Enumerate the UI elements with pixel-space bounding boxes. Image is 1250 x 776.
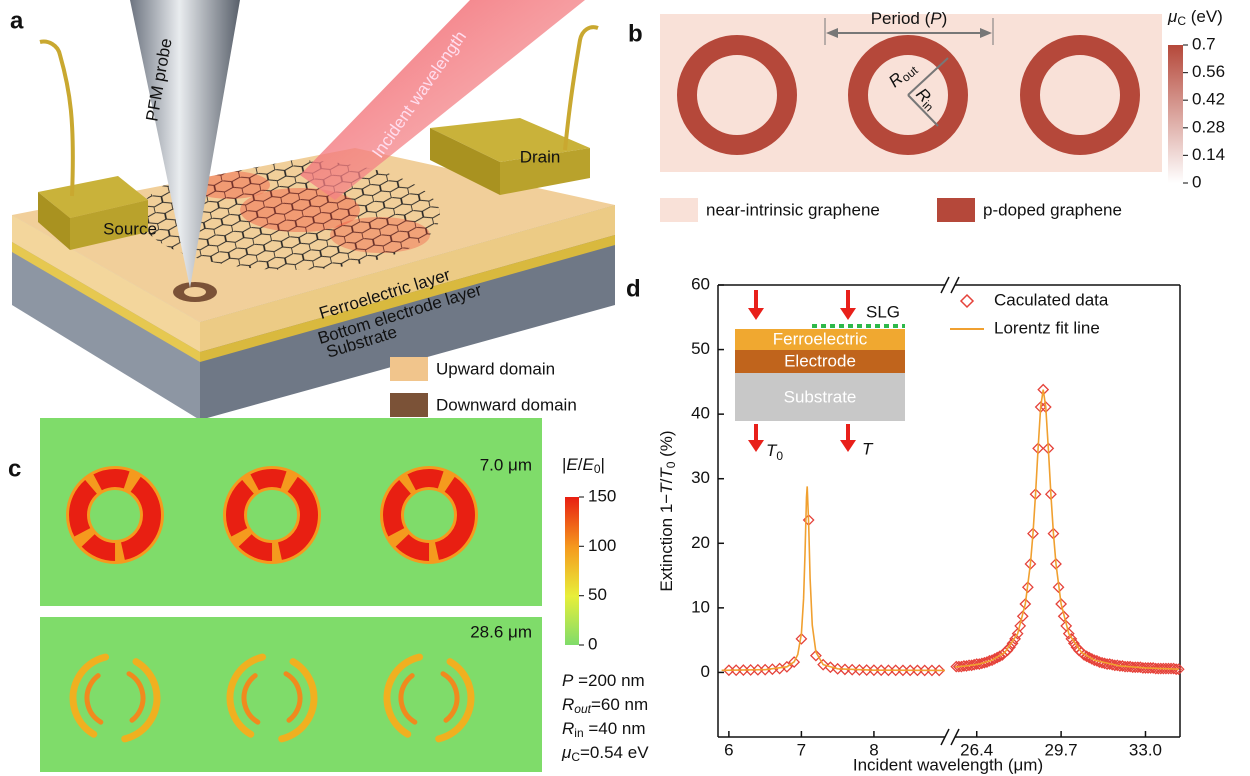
map-label: 7.0 μm <box>480 455 532 474</box>
arrow-head <box>748 440 764 452</box>
y-tick-label: 30 <box>691 468 710 487</box>
figure: a PFM probe Incident wavelength Drain So… <box>0 0 1250 776</box>
text-run: =60 nm <box>591 695 648 714</box>
glow <box>330 217 430 253</box>
text-run: Period ( <box>871 9 931 28</box>
legend-label: Lorentz fit line <box>994 318 1100 337</box>
source-label: Source <box>103 219 157 238</box>
panel-a: a PFM probe Incident wavelength Drain So… <box>10 0 615 420</box>
inset-label: T0 <box>766 441 783 463</box>
colorbar-tick-label: 100 <box>588 536 616 555</box>
y-tick-label: 50 <box>691 339 710 358</box>
inset-label: Substrate <box>784 387 857 406</box>
wire <box>565 27 598 150</box>
panel-d: d Extinction 1−T/T0 (%) Incident wavelen… <box>626 274 1184 774</box>
colorbar-title: |E/E0| <box>562 455 605 476</box>
map-label: 28.6 μm <box>470 622 532 641</box>
legend-swatch <box>937 198 975 222</box>
inset-label: SLG <box>866 302 900 321</box>
param: μC=0.54 eV <box>561 743 649 764</box>
x-tick-label: 8 <box>869 740 878 759</box>
text-run: R <box>562 719 574 738</box>
legend-swatch <box>961 295 973 307</box>
colorbar-tick-label: 0.56 <box>1192 62 1225 81</box>
text-run: P <box>562 671 574 690</box>
y-tick-label: 10 <box>691 597 710 616</box>
text-run: | <box>601 455 605 474</box>
text-run: out <box>574 702 591 716</box>
panel-label: c <box>8 455 21 482</box>
colorbar-tick-label: 50 <box>588 585 607 604</box>
panel-c: c 7.0 μm 28.6 μm |E/E0| P =200 nm Rout=6… <box>8 418 649 772</box>
y-axis-label: Extinction 1−T/T0 (%) <box>657 430 678 591</box>
drain-label: Drain <box>520 147 561 166</box>
panel-b: b Period (P) Rout Rin μC (eV) near-intri… <box>628 7 1223 222</box>
inset-label: Ferroelectric <box>773 329 868 348</box>
legend-label: near-intrinsic graphene <box>706 200 880 219</box>
arrow-head <box>840 440 856 452</box>
colorbar-title: μC (eV) <box>1167 7 1223 28</box>
text-run: Extinction 1− <box>657 494 676 592</box>
domain-center <box>184 287 206 297</box>
colorbar-tick-label: 0.7 <box>1192 34 1216 53</box>
inset-label: Electrode <box>784 351 856 370</box>
text-run: =0.54 eV <box>580 743 649 762</box>
inset: SLG Ferroelectric Electrode Substrate T0… <box>735 290 905 463</box>
inset-label: T <box>862 439 874 458</box>
colorbar-tick-label: 150 <box>588 486 616 505</box>
text-run: P <box>930 9 942 28</box>
text-run: =40 nm <box>584 719 646 738</box>
x-tick-label: 7 <box>797 740 806 759</box>
text-run: R <box>562 695 574 714</box>
wire <box>40 42 73 196</box>
field-map <box>40 617 542 772</box>
text-run: in <box>574 726 583 740</box>
colorbar <box>1168 45 1183 183</box>
x-axis-label: Incident wavelength (μm) <box>853 755 1043 774</box>
y-tick-label: 60 <box>691 274 710 293</box>
text-run: E <box>566 455 578 474</box>
colorbar-tick-label: 0.28 <box>1192 117 1225 136</box>
colorbar-tick-label: 0 <box>588 634 597 653</box>
text-run: (eV) <box>1186 7 1223 26</box>
text-run: C <box>1177 14 1186 28</box>
legend-label: Downward domain <box>436 395 577 414</box>
legend-label: Caculated data <box>994 290 1109 309</box>
colorbar-tick-label: 0 <box>1192 172 1201 191</box>
param: P =200 nm <box>562 671 645 690</box>
panel-label: a <box>10 7 24 34</box>
fit-line <box>722 390 1179 671</box>
x-tick-label: 33.0 <box>1129 740 1162 759</box>
y-tick-label: 20 <box>691 533 710 552</box>
panel-label: d <box>626 275 641 302</box>
param: Rin =40 nm <box>562 719 646 740</box>
colorbar <box>565 497 579 645</box>
text-run: =200 nm <box>573 671 644 690</box>
legend-swatch <box>390 393 428 417</box>
panel-label: b <box>628 20 643 47</box>
legend-swatch <box>660 198 698 222</box>
period-label: Period (P) <box>871 9 948 28</box>
arrow-head <box>840 308 856 320</box>
y-tick-label: 0 <box>701 662 710 681</box>
text-run: E <box>583 455 595 474</box>
param: Rout=60 nm <box>562 695 648 716</box>
text-run: 0 <box>776 449 783 463</box>
text-run: (%) <box>657 430 676 461</box>
text-run: ) <box>942 9 948 28</box>
legend-swatch <box>390 357 428 381</box>
x-tick-label: 29.7 <box>1045 740 1078 759</box>
legend-label: Upward domain <box>436 359 555 378</box>
colorbar-tick-label: 0.14 <box>1192 145 1225 164</box>
text-run: C <box>571 750 580 764</box>
y-tick-label: 40 <box>691 404 710 423</box>
x-tick-label: 26.4 <box>960 740 993 759</box>
colorbar-tick-label: 0.42 <box>1192 90 1225 109</box>
x-tick-label: 6 <box>724 740 733 759</box>
legend-label: p-doped graphene <box>983 200 1122 219</box>
arrow-head <box>748 308 764 320</box>
